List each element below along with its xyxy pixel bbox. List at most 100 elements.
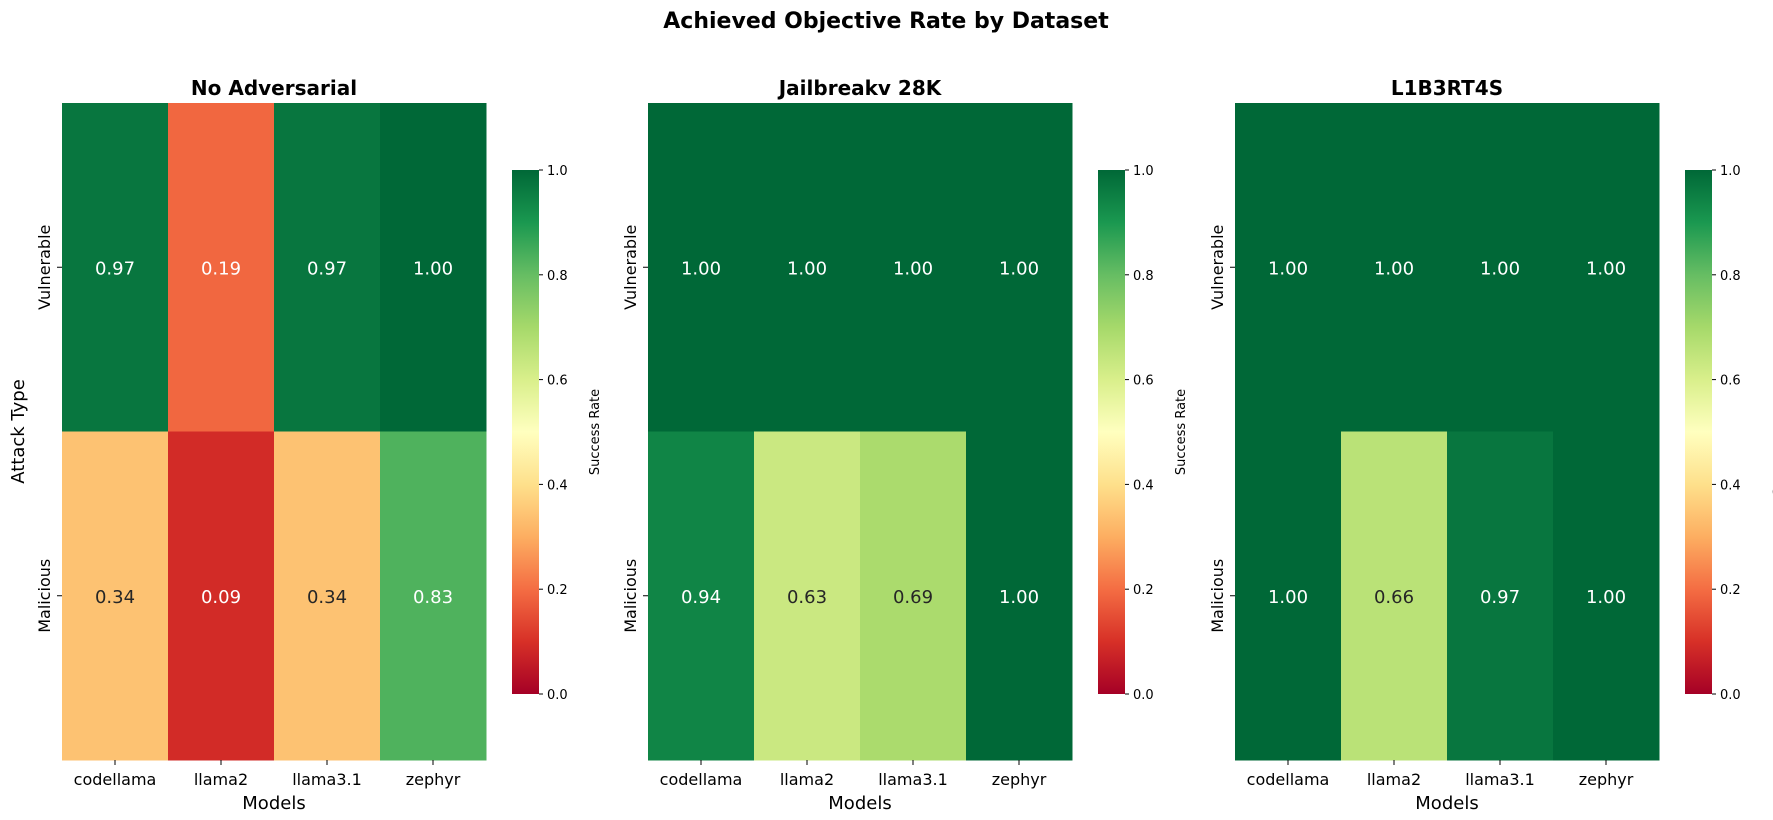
cell-value-label: 0.97 (307, 258, 347, 279)
colorbar (1098, 170, 1125, 694)
heatmap-cell (380, 431, 487, 761)
colorbar-label: Success Rate (588, 389, 603, 475)
cell-value-label: 1.00 (1374, 258, 1414, 279)
y-tick-label: Vulnerable (35, 225, 54, 310)
heatmap-cell (966, 103, 1073, 432)
heatmap-cell (168, 103, 275, 432)
y-tick-label: Malicious (35, 559, 54, 633)
colorbar-tick-label: 0.0 (1133, 688, 1154, 703)
heatmap-cell (860, 431, 967, 761)
figure-title: Achieved Objective Rate by Dataset (663, 9, 1109, 34)
heatmap-panel-1: No Adversarial 0.97 0.19 0.97 1.00 0.34 0.09 0.… (8, 76, 603, 814)
colorbar-tick-label: 0.2 (547, 583, 568, 598)
y-tick-label: Malicious (621, 559, 640, 633)
colorbar-tick-label: 0.0 (547, 688, 568, 703)
y-axis-label: Attack Type (8, 379, 29, 484)
heatmap-cell (274, 431, 381, 761)
heatmap-cell (754, 103, 861, 432)
cell-value-label: 0.19 (201, 258, 241, 279)
cell-value-label: 1.00 (893, 258, 933, 279)
x-tick-label: llama3.1 (292, 770, 362, 789)
panel-title: Jailbreakv 28K (777, 76, 943, 100)
colorbar-label: Success Rate (1769, 366, 1773, 499)
cell-value-label: 1.00 (1268, 587, 1308, 608)
cell-value-label: 0.97 (1480, 587, 1520, 608)
colorbar-tick-label: 0.4 (1720, 478, 1741, 493)
cell-value-label: 1.00 (999, 258, 1039, 279)
colorbar-tick-label: 0.0 (1720, 688, 1741, 703)
colorbar-tick-label: 0.6 (1720, 374, 1741, 389)
x-axis-label: Models (242, 793, 305, 814)
heatmap-cell (1553, 431, 1660, 761)
cell-value-label: 1.00 (413, 258, 453, 279)
heatmap-cell (62, 103, 169, 432)
x-tick-label: codellama (660, 770, 743, 789)
heatmap-cell (966, 431, 1073, 761)
cell-value-label: 1.00 (1586, 587, 1626, 608)
colorbar-tick-label: 0.6 (1133, 374, 1154, 389)
y-tick-label: Vulnerable (621, 225, 640, 310)
heatmap-panels: No Adversarial 0.97 0.19 0.97 1.00 0.34 0.09 0.… (8, 76, 1773, 814)
cell-value-label: 0.34 (307, 587, 347, 608)
heatmap-cell (1341, 431, 1448, 761)
x-tick-label: llama2 (194, 770, 248, 789)
heatmap-cell (380, 103, 487, 432)
colorbar (512, 170, 539, 694)
heatmap-cell (1235, 103, 1342, 432)
heatmap-cell (1553, 103, 1660, 432)
cell-value-label: 1.00 (999, 587, 1039, 608)
cell-value-label: 1.00 (787, 258, 827, 279)
panel-title: L1B3RT4S (1391, 76, 1503, 100)
heatmap-cell (1235, 431, 1342, 761)
y-tick-label: Malicious (1208, 559, 1227, 633)
cell-value-label: 1.00 (1480, 258, 1520, 279)
colorbar-tick-label: 0.8 (1720, 269, 1741, 284)
x-tick-label: llama2 (780, 770, 834, 789)
heatmap-cell (62, 431, 169, 761)
heatmap-cell (274, 103, 381, 432)
cell-value-label: 0.34 (95, 587, 135, 608)
heatmap-panel-2: Jailbreakv 28K 1.00 1.00 1.00 1.00 0.94 0.63 0.… (621, 76, 1189, 814)
x-axis-label: Models (828, 793, 891, 814)
cell-value-label: 0.83 (413, 587, 453, 608)
colorbar-tick-label: 0.4 (547, 478, 568, 493)
y-tick-label: Vulnerable (1208, 225, 1227, 310)
x-tick-label: llama2 (1367, 770, 1421, 789)
heatmap-cell (1447, 431, 1554, 761)
heatmap-cell (754, 431, 861, 761)
x-tick-label: zephyr (992, 770, 1047, 789)
colorbar-tick-label: 0.6 (547, 374, 568, 389)
x-axis-label: Models (1415, 793, 1478, 814)
colorbar-tick-label: 0.4 (1133, 478, 1154, 493)
colorbar-tick-label: 0.2 (1720, 583, 1741, 598)
heatmap-cell (860, 103, 967, 432)
heatmap-cell (648, 431, 755, 761)
panel-title: No Adversarial (191, 76, 357, 100)
cell-value-label: 0.69 (893, 587, 933, 608)
cell-value-label: 1.00 (1586, 258, 1626, 279)
colorbar-label: Success Rate (1174, 389, 1189, 475)
cell-value-label: 0.97 (95, 258, 135, 279)
cell-value-label: 0.66 (1374, 587, 1414, 608)
cell-value-label: 1.00 (1268, 258, 1308, 279)
colorbar-tick-label: 0.8 (547, 269, 568, 284)
x-tick-label: zephyr (406, 770, 461, 789)
colorbar (1685, 170, 1712, 694)
cell-value-label: 0.09 (201, 587, 241, 608)
x-tick-label: codellama (74, 770, 157, 789)
heatmap-cell (168, 431, 275, 761)
colorbar-tick-label: 1.0 (1133, 164, 1154, 179)
heatmap-cell (1447, 103, 1554, 432)
colorbar-tick-label: 1.0 (1720, 164, 1741, 179)
colorbar-tick-label: 0.2 (1133, 583, 1154, 598)
x-tick-label: zephyr (1579, 770, 1634, 789)
heatmap-cell (1341, 103, 1448, 432)
cell-value-label: 1.00 (681, 258, 721, 279)
colorbar-tick-label: 1.0 (547, 164, 568, 179)
x-tick-label: llama3.1 (1465, 770, 1535, 789)
cell-value-label: 0.63 (787, 587, 827, 608)
heatmap-cell (648, 103, 755, 432)
x-tick-label: llama3.1 (878, 770, 948, 789)
